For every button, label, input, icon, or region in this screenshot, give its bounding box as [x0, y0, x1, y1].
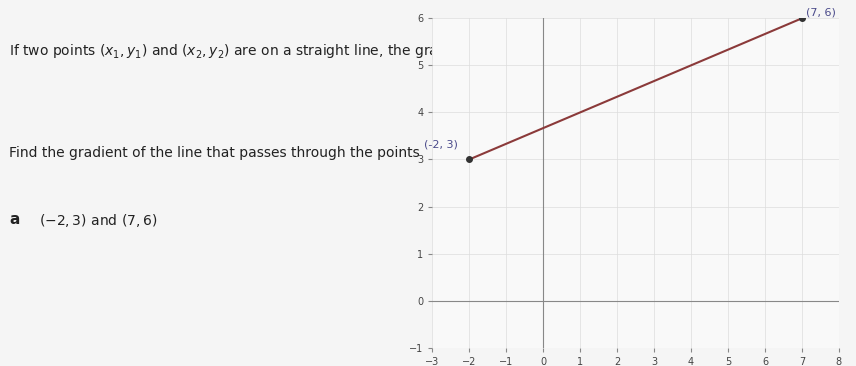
Text: If two points $(x_1, y_1)$ and $(x_2, y_2)$ are on a straight line, the gradient: If two points $(x_1, y_1)$ and $(x_2, y_… [9, 37, 621, 66]
Text: $\mathbf{a}$: $\mathbf{a}$ [9, 212, 20, 227]
Text: $(-2, 3)$ and $(7, 6)$: $(-2, 3)$ and $(7, 6)$ [39, 212, 157, 229]
Text: Find the gradient of the line that passes through the points: Find the gradient of the line that passe… [9, 146, 419, 160]
Text: (-2, 3): (-2, 3) [425, 140, 458, 150]
Text: (7, 6): (7, 6) [805, 8, 835, 18]
